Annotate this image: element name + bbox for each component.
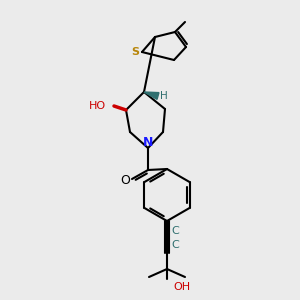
Text: S: S: [131, 47, 139, 57]
Text: H: H: [160, 91, 168, 101]
Polygon shape: [144, 92, 159, 99]
Text: C: C: [171, 226, 179, 236]
Text: O: O: [120, 173, 130, 187]
Text: C: C: [171, 240, 179, 250]
Text: HO: HO: [89, 101, 106, 111]
Text: N: N: [143, 136, 153, 149]
Text: OH: OH: [173, 282, 190, 292]
